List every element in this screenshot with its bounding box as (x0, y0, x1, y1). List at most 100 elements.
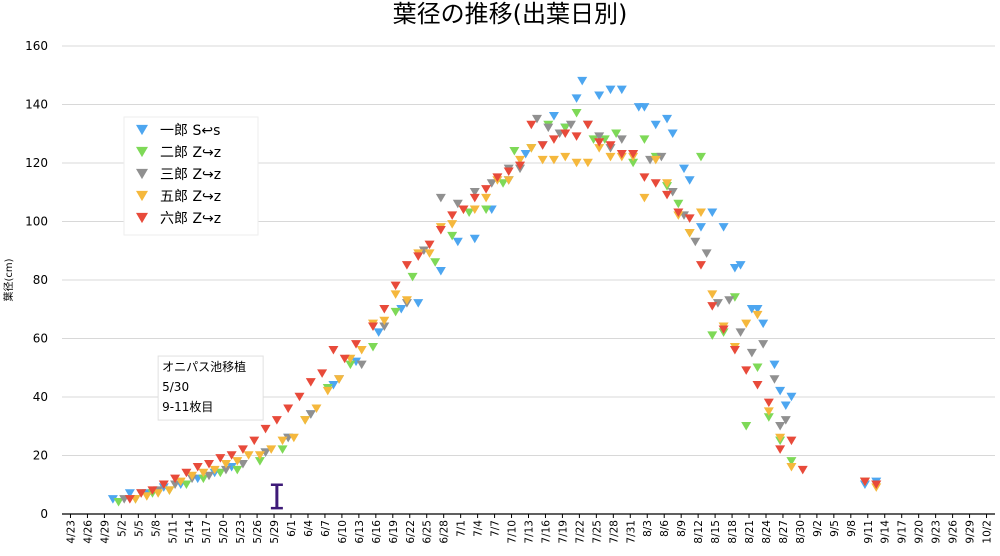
x-tick-label: 8/9 (676, 520, 688, 537)
data-point (356, 345, 367, 355)
data-point (435, 226, 446, 235)
data-point (673, 199, 684, 209)
data-point (452, 199, 463, 209)
data-point (232, 465, 243, 475)
x-tick-label: 5/17 (201, 520, 213, 544)
data-point (305, 378, 316, 387)
data-point (356, 360, 367, 370)
data-point (113, 498, 124, 507)
x-tick-label: 9/26 (948, 520, 960, 544)
x-tick-label: 8/30 (795, 520, 807, 544)
data-point (565, 120, 576, 130)
data-point (164, 486, 175, 495)
data-point (656, 152, 667, 162)
legend-label: 二郎 Z↪z (160, 145, 221, 161)
data-point (786, 392, 797, 402)
data-point (594, 91, 605, 100)
data-point (498, 179, 509, 188)
data-point (667, 188, 678, 197)
data-point (283, 404, 294, 413)
x-tick-label: 5/5 (133, 520, 145, 537)
data-point (537, 155, 548, 165)
x-tick-label: 8/15 (710, 520, 722, 544)
data-point (435, 193, 446, 203)
data-point (226, 462, 237, 472)
x-tick-label: 6/7 (320, 520, 332, 537)
data-point (729, 345, 740, 355)
data-point (311, 404, 322, 413)
data-point (582, 158, 593, 168)
data-point (763, 398, 774, 408)
data-point (605, 85, 616, 95)
data-point (679, 164, 689, 174)
data-point (763, 413, 774, 422)
data-point (775, 433, 786, 443)
data-point (503, 176, 514, 185)
data-point (769, 360, 780, 370)
x-tick-label: 10/2 (982, 520, 994, 544)
data-point (509, 147, 520, 156)
legend-marker (136, 212, 148, 224)
legend-marker (136, 168, 148, 180)
data-point (481, 185, 492, 194)
data-point (662, 190, 673, 200)
data-point (775, 386, 786, 396)
data-point (769, 375, 780, 384)
data-point (577, 76, 588, 86)
data-point (198, 468, 209, 478)
data-point (684, 214, 695, 223)
data-point (639, 135, 650, 144)
data-point (215, 454, 226, 463)
data-point (481, 193, 492, 203)
y-tick-label: 120 (25, 156, 48, 170)
data-point (662, 179, 673, 188)
x-tick-label: 5/29 (269, 520, 281, 544)
x-tick-label: 9/14 (880, 520, 892, 544)
data-point (758, 340, 769, 349)
data-point (531, 114, 542, 124)
data-point (628, 149, 639, 159)
data-point (368, 322, 378, 332)
data-point (594, 144, 605, 153)
data-point (492, 173, 503, 182)
data-point (548, 111, 559, 121)
x-tick-label: 5/11 (167, 520, 179, 544)
data-point (752, 363, 763, 372)
data-point (548, 135, 559, 144)
data-point (373, 328, 384, 337)
x-tick-label: 7/4 (473, 520, 485, 537)
data-point (712, 299, 723, 308)
data-point (181, 480, 192, 489)
data-point (407, 272, 418, 282)
x-tick-label: 4/23 (65, 520, 77, 544)
data-point (328, 345, 339, 355)
data-point (447, 231, 458, 241)
data-point (690, 237, 701, 247)
x-tick-labels: 4/23 4/26 4/29 5/2 5/5 5/8 5/11 5/14 5/17 5/20 5/2… (65, 514, 994, 544)
data-point (277, 445, 288, 454)
annotation: オニパス池移植 5/30 9-11枚目 (157, 355, 283, 510)
x-tick-label: 5/20 (218, 520, 230, 544)
data-point (260, 448, 271, 457)
data-point (594, 132, 605, 141)
data-point (786, 436, 797, 446)
data-point (616, 85, 627, 95)
x-tick-label: 9/5 (829, 520, 841, 537)
data-point (215, 468, 226, 478)
data-point (741, 319, 752, 329)
data-point (735, 328, 746, 337)
x-tick-label: 9/20 (914, 520, 926, 544)
data-point (588, 135, 599, 144)
data-point (695, 261, 706, 270)
data-point (752, 381, 763, 390)
x-tick-label: 6/4 (303, 520, 315, 537)
data-point (780, 401, 791, 411)
y-tick-label: 40 (33, 390, 48, 404)
x-tick-label: 6/10 (337, 520, 349, 544)
data-point (260, 424, 271, 434)
data-point (718, 223, 729, 232)
data-point (582, 120, 593, 130)
data-point (328, 381, 339, 390)
data-point (430, 258, 441, 267)
